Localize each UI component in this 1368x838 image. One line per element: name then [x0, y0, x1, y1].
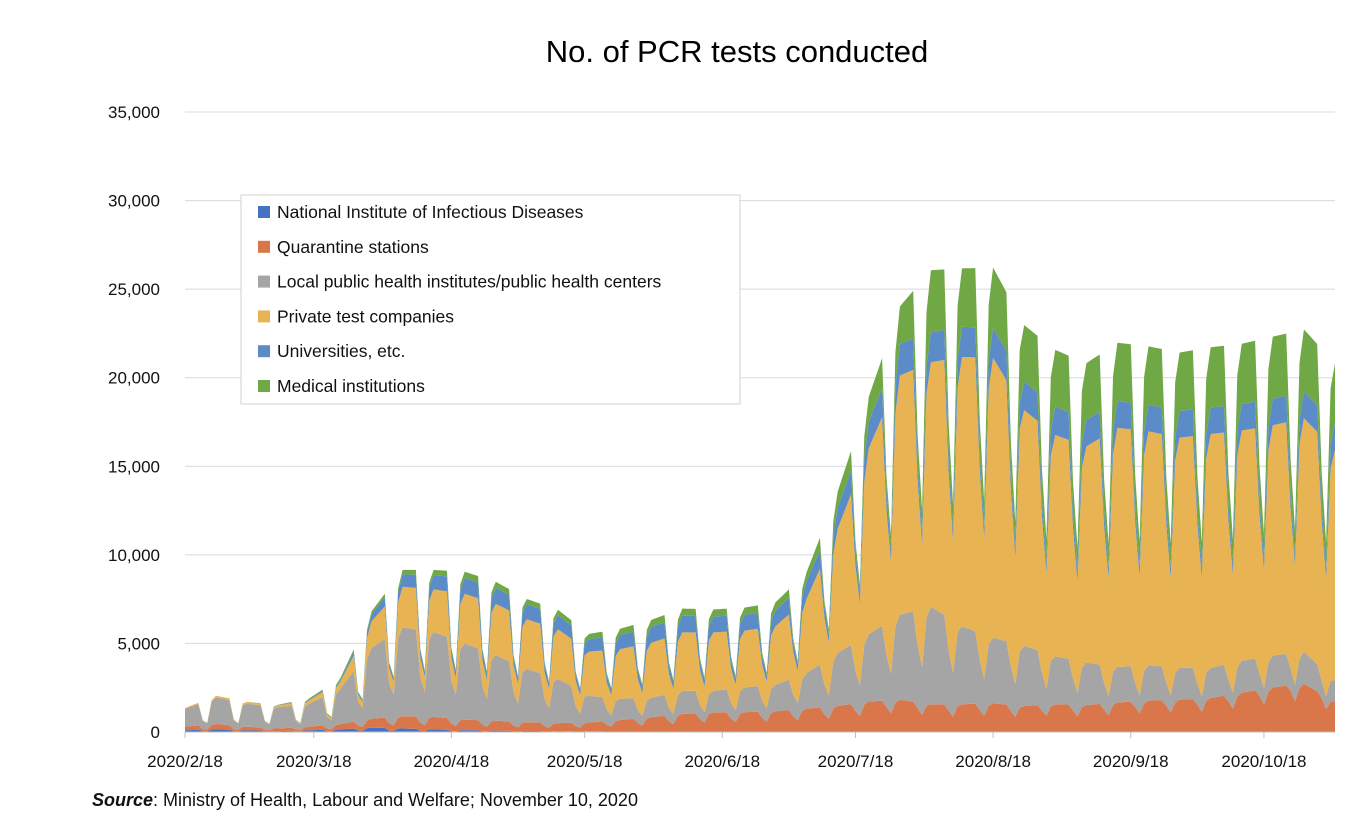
legend-swatch — [258, 310, 270, 323]
x-tick-label: 2020/4/18 — [414, 752, 490, 771]
source-note: Source: Ministry of Health, Labour and W… — [92, 790, 638, 811]
x-tick-label: 2020/7/18 — [818, 752, 894, 771]
x-tick-label: 2020/10/18 — [1221, 752, 1306, 771]
x-tick-label: 2020/3/18 — [276, 752, 352, 771]
legend-label: Medical institutions — [277, 376, 425, 396]
y-tick-label: 0 — [151, 723, 160, 742]
legend-label: National Institute of Infectious Disease… — [277, 202, 584, 222]
x-axis: 2020/2/18 2020/3/18 2020/4/18 2020/5/18 2020… — [147, 731, 1335, 771]
legend-label: Quarantine stations — [277, 237, 429, 257]
series-area-2 — [185, 683, 1335, 732]
series-area-5 — [185, 326, 1335, 724]
legend-box — [240, 194, 741, 405]
legend-swatch — [258, 380, 270, 392]
legend-label: Private test companies — [277, 306, 454, 326]
series-area-3 — [185, 606, 1335, 731]
y-axis-ticks: 0 5,000 10,000 15,000 20,000 25,000 30,000 35,0… — [108, 103, 160, 742]
y-tick-label: 20,000 — [108, 369, 160, 388]
series-area-4 — [185, 357, 1335, 725]
x-tick-label: 2020/6/18 — [684, 752, 760, 771]
x-tick-label: 2020/2/18 — [147, 752, 223, 771]
series-area-1 — [185, 727, 1335, 732]
x-tick-label: 2020/8/18 — [955, 752, 1031, 771]
y-tick-label: 25,000 — [108, 280, 160, 299]
legend-label: Universities, etc. — [277, 341, 405, 361]
y-tick-label: 15,000 — [108, 457, 160, 476]
source-label: Source — [92, 790, 154, 810]
legend-swatch — [258, 206, 270, 218]
legend-label: Local public health institutes/public he… — [277, 272, 662, 292]
y-tick-label: 35,000 — [108, 103, 160, 122]
legend-swatch — [258, 345, 270, 358]
x-tick-label: 2020/9/18 — [1093, 752, 1169, 771]
source-text: : Ministry of Health, Labour and Welfare… — [153, 790, 638, 810]
x-tick-label: 2020/5/18 — [547, 752, 623, 771]
legend: National Institute of Infectious Disease… — [240, 194, 741, 405]
y-tick-label: 5,000 — [117, 634, 160, 653]
legend-swatch — [258, 240, 270, 253]
y-tick-label: 30,000 — [108, 192, 160, 211]
series-areas — [185, 267, 1335, 732]
legend-swatch — [258, 275, 270, 288]
series-area-6 — [185, 267, 1335, 724]
y-tick-label: 10,000 — [108, 546, 160, 565]
chart-title: No. of PCR tests conducted — [546, 34, 929, 69]
